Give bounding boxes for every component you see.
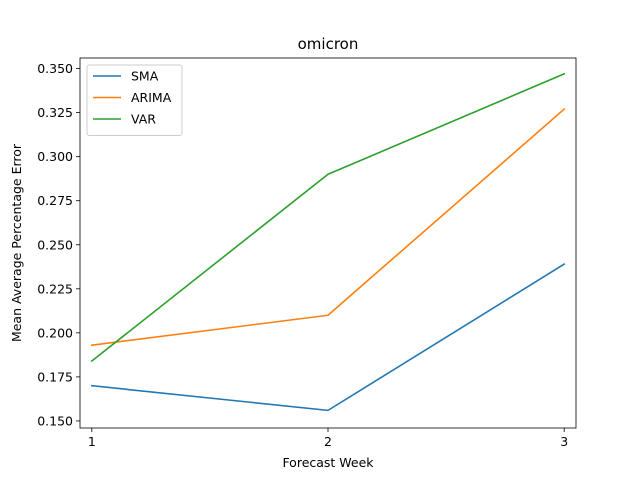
y-tick-label: 0.150 (37, 413, 73, 428)
x-tick-label: 2 (324, 434, 332, 449)
series-line-var (90, 72, 566, 363)
legend-box (86, 64, 183, 136)
legend-label-sma: SMA (131, 69, 159, 84)
legend: SMA ARIMA VAR (86, 64, 183, 136)
y-tick-label: 0.325 (37, 105, 73, 120)
y-axis: 0.150 0.175 0.200 0.225 0.250 0.275 0.300 0.325… (37, 61, 80, 428)
x-axis-label: Forecast Week (282, 455, 374, 470)
series-line-sma (90, 263, 566, 412)
x-tick-label: 3 (560, 434, 568, 449)
y-tick-label: 0.175 (37, 369, 73, 384)
y-tick-label: 0.350 (37, 61, 73, 76)
series-layer (90, 72, 566, 412)
chart-title: omicron (298, 35, 359, 53)
legend-label-arima: ARIMA (131, 90, 172, 105)
y-tick-label: 0.200 (37, 325, 73, 340)
y-tick-label: 0.275 (37, 193, 73, 208)
legend-label-var: VAR (131, 112, 156, 127)
y-tick-label: 0.300 (37, 149, 73, 164)
x-tick-label: 1 (88, 434, 96, 449)
y-tick-label: 0.225 (37, 281, 73, 296)
y-tick-label: 0.250 (37, 237, 73, 252)
y-axis-label: Mean Average Percentage Error (9, 143, 24, 342)
series-line-arima (90, 107, 566, 347)
x-axis: 1 2 3 (88, 428, 568, 449)
